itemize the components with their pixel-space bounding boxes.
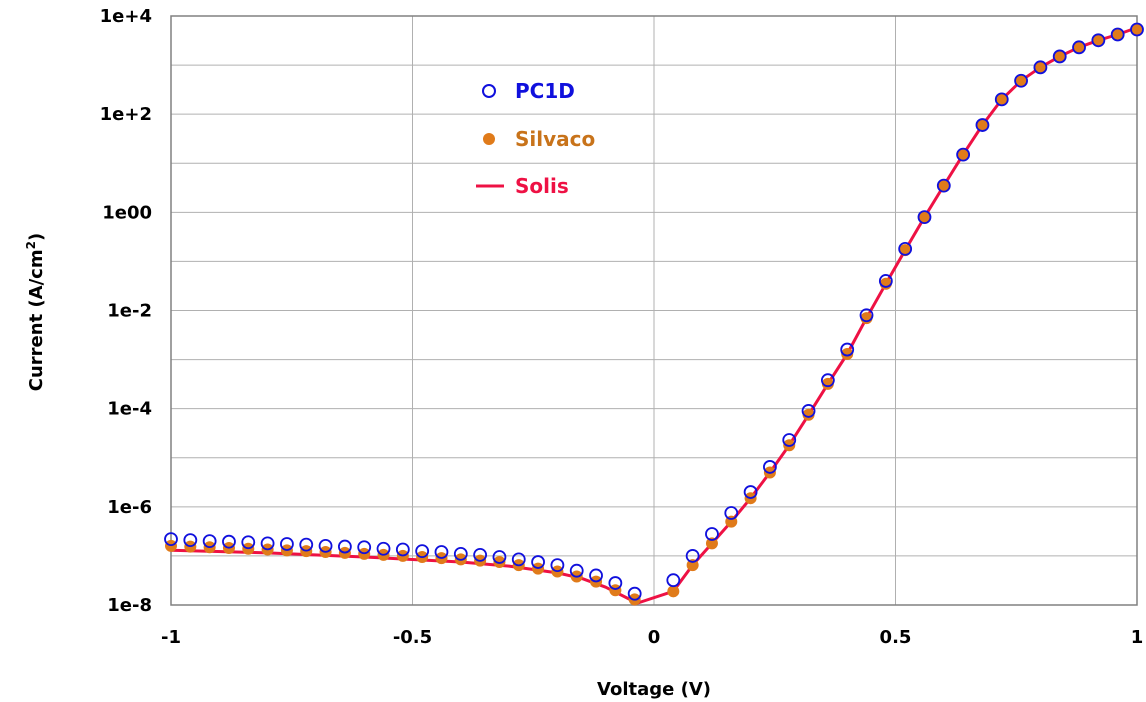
pc1d-point — [685, 549, 700, 563]
grid-lines — [170, 15, 1138, 606]
pc1d-point — [589, 568, 603, 583]
silvaco-point — [1092, 34, 1105, 47]
pc1d-point — [975, 118, 990, 132]
pc1d-point — [376, 541, 391, 556]
pc1d-point — [1052, 49, 1067, 64]
silvaco-point — [860, 312, 873, 325]
plot-area-frame — [170, 15, 1138, 606]
x-tick-label: 1 — [1131, 627, 1144, 648]
silvaco-point — [705, 537, 718, 550]
pc1d-point — [898, 241, 913, 256]
y-tick-label: 1e-8 — [107, 595, 152, 616]
pc1d-point — [357, 540, 372, 555]
pc1d-point — [1091, 33, 1106, 48]
y-tick-label: 1e+2 — [100, 104, 152, 125]
pc1d-point — [183, 533, 198, 548]
pc1d-point — [801, 404, 816, 418]
pc1d-point — [453, 546, 468, 561]
x-axis-title: Voltage (V) — [597, 679, 711, 700]
silvaco-point — [976, 119, 989, 132]
y-tick-labels: 1e-8 1e-6 1e-4 1e-2 1e00 1e+2 1e+4 — [100, 6, 152, 616]
legend-silvaco-label: Silvaco — [515, 127, 595, 151]
pc1d-point — [260, 536, 275, 551]
pc1d-point — [1130, 22, 1144, 37]
pc1d-point — [1110, 27, 1125, 42]
pc1d-point — [569, 563, 584, 578]
silvaco-point — [995, 93, 1008, 106]
pc1d-point — [1033, 60, 1048, 75]
pc1d-point — [550, 558, 565, 572]
legend-pc1d-marker — [482, 84, 496, 98]
pc1d-point — [936, 178, 951, 193]
silvaco-point — [802, 408, 815, 421]
series-pc1d-points — [164, 22, 1144, 601]
legend-silvaco-marker — [483, 133, 495, 145]
silvaco-point — [879, 277, 892, 290]
silvaco-point — [937, 179, 950, 192]
silvaco-point — [841, 347, 854, 360]
silvaco-point — [1111, 28, 1124, 41]
y-tick-label: 1e-2 — [107, 301, 152, 322]
y-tick-label: 1e00 — [102, 202, 152, 223]
silvaco-point — [957, 148, 970, 161]
silvaco-point — [1015, 74, 1028, 87]
pc1d-point — [859, 308, 874, 323]
legend: PC1D Silvaco Solis — [476, 79, 595, 198]
pc1d-point — [1072, 40, 1086, 55]
legend-solis-label: Solis — [515, 174, 569, 198]
silvaco-point — [493, 556, 506, 569]
pc1d-point — [763, 460, 777, 474]
pc1d-point — [994, 92, 1009, 107]
pc1d-point — [395, 542, 410, 557]
pc1d-point — [222, 534, 236, 549]
silvaco-point — [667, 585, 680, 598]
y-axis-title: Current (A/cm2) — [24, 233, 47, 391]
silvaco-point — [918, 211, 931, 224]
pc1d-point — [280, 537, 294, 551]
pc1d-point — [840, 342, 855, 357]
y-tick-label: 1e+4 — [100, 6, 152, 27]
x-tick-label: -0.5 — [393, 627, 432, 648]
pc1d-point — [202, 534, 217, 549]
pc1d-point — [318, 538, 333, 553]
pc1d-point — [473, 547, 488, 562]
pc1d-point — [299, 537, 314, 552]
pc1d-point — [743, 485, 758, 499]
silvaco-point — [1034, 61, 1047, 74]
pc1d-point — [705, 527, 719, 541]
pc1d-point — [415, 544, 430, 559]
pc1d-point — [782, 433, 797, 447]
x-tick-labels: -1 -0.5 0 0.5 1 — [161, 627, 1143, 648]
pc1d-point — [627, 586, 642, 601]
pc1d-point — [666, 573, 681, 588]
pc1d-point — [820, 373, 835, 388]
pc1d-point — [917, 210, 932, 224]
pc1d-point — [492, 550, 507, 564]
pc1d-point — [511, 552, 526, 567]
x-tick-label: 0 — [648, 627, 661, 648]
y-axis-title-superscript: 2 — [24, 241, 38, 249]
silvaco-point — [1131, 23, 1143, 36]
silvaco-point — [821, 377, 834, 390]
silvaco-point — [1073, 41, 1086, 54]
pc1d-point — [608, 576, 623, 590]
pc1d-point — [241, 535, 256, 550]
silvaco-point — [1053, 50, 1066, 63]
y-tick-label: 1e-4 — [107, 399, 152, 420]
x-tick-label: -1 — [161, 627, 181, 648]
pc1d-point — [337, 539, 352, 554]
pc1d-point — [1014, 73, 1028, 88]
pc1d-point — [956, 147, 971, 162]
pc1d-point — [878, 274, 893, 288]
pc1d-point — [724, 506, 739, 520]
pc1d-point — [434, 545, 449, 559]
pc1d-point — [164, 532, 178, 547]
legend-pc1d-label: PC1D — [515, 79, 575, 103]
x-tick-label: 0.5 — [880, 627, 912, 648]
y-tick-label: 1e-6 — [107, 497, 152, 518]
pc1d-point — [531, 555, 545, 569]
